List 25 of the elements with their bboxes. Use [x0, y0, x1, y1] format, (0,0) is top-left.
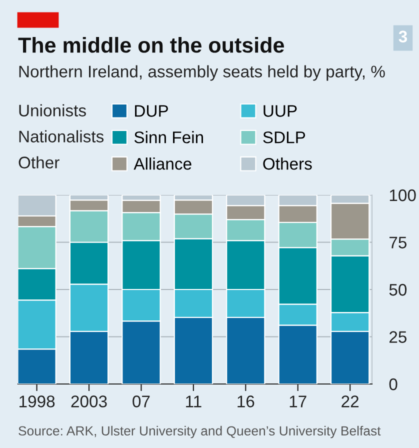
legend-label: Sinn Fein: [134, 131, 203, 144]
x-tick-label: 2003: [71, 396, 107, 408]
x-tick-label: 11: [186, 396, 202, 408]
text: Unionists: [19, 104, 86, 116]
x-tick-label: 07: [132, 396, 150, 408]
legend-label: Alliance: [134, 158, 192, 170]
text: Other: [18, 156, 60, 168]
x-tick-label: 1998: [20, 396, 55, 408]
y-tick-label: 75: [390, 236, 407, 248]
y-tick-label: 0: [389, 378, 398, 390]
chart-subtitle: Northern Ireland, assembly seats held by party, %: [19, 65, 385, 81]
text: Nationalists: [19, 130, 104, 142]
y-tick-label: 50: [389, 284, 407, 296]
text: 3: [398, 30, 408, 42]
source-note: Source: ARK, Ulster University and Queen’s University Belfast: [18, 426, 381, 438]
y-tick-label: 100: [390, 189, 416, 202]
x-tick-label: 22: [342, 396, 359, 408]
y-tick-label: 25: [390, 331, 407, 343]
legend-label: SDLP: [263, 131, 306, 144]
legend-label: DUP: [135, 105, 168, 117]
x-tick-label: 17: [290, 396, 306, 408]
legend-label: UUP: [264, 105, 297, 117]
legend-label: Others: [263, 158, 312, 170]
x-tick-label: 16: [238, 396, 254, 408]
chart-title: The middle on the outside: [18, 36, 284, 53]
